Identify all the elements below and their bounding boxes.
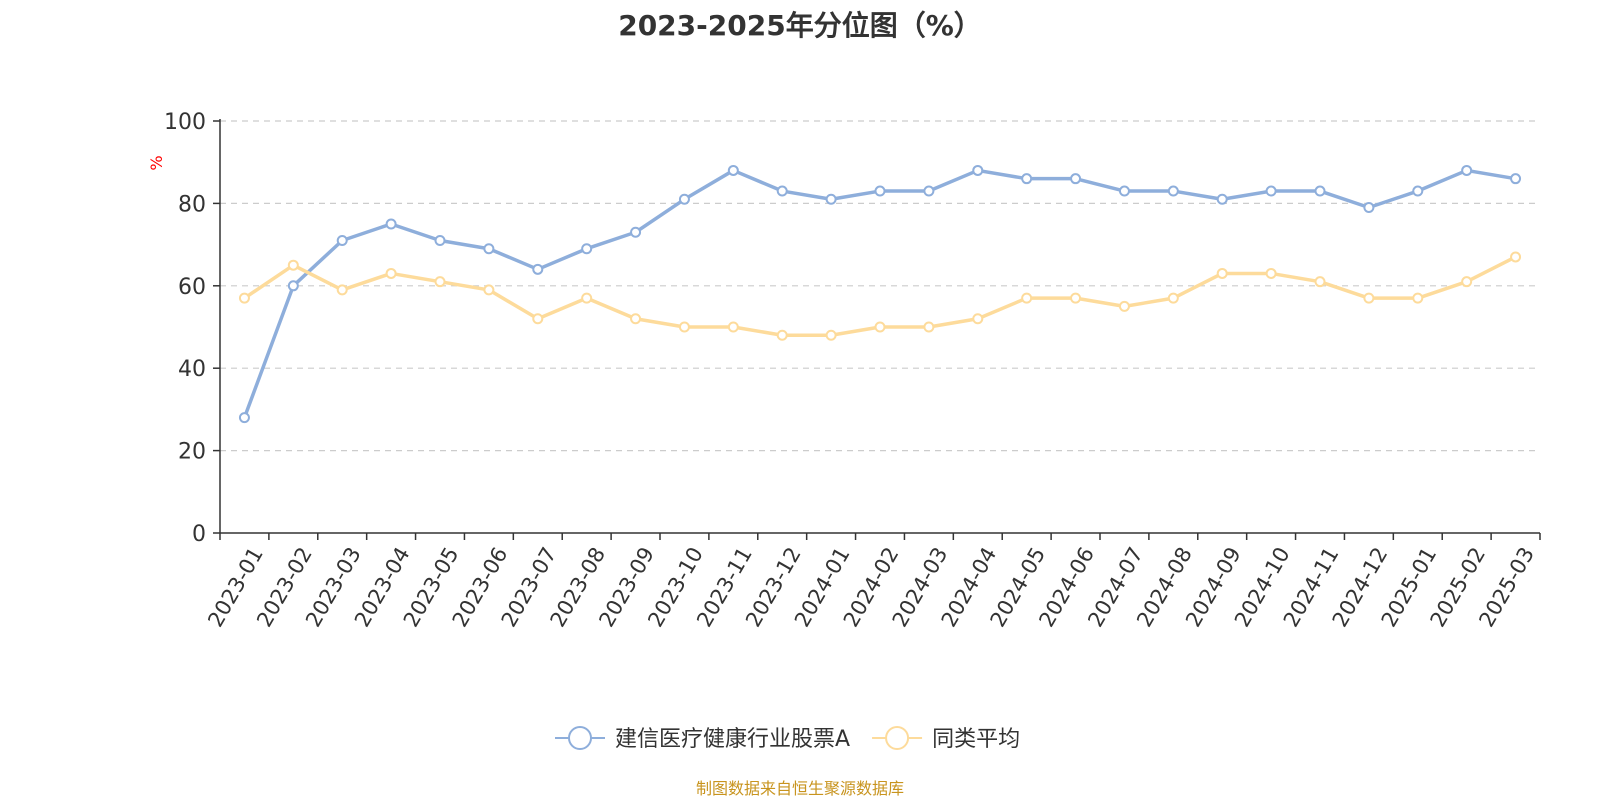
data-point[interactable] [532,263,544,275]
data-point[interactable] [1118,300,1130,312]
data-point[interactable] [1461,276,1473,288]
legend-swatch-marker [568,726,592,750]
data-point[interactable] [287,280,299,292]
data-point[interactable] [434,234,446,246]
data-point[interactable] [483,284,495,296]
data-point[interactable] [678,193,690,205]
data-point[interactable] [336,284,348,296]
y-tick-label: 40 [178,357,206,382]
data-point[interactable] [483,243,495,255]
data-point[interactable] [1021,173,1033,185]
data-point[interactable] [1363,292,1375,304]
legend[interactable]: 建信医疗健康行业股票A 同类平均 [555,726,1020,752]
grid-lines [220,120,1540,452]
legend-label: 同类平均 [932,727,1020,752]
legend-swatch-marker [885,726,910,750]
data-point[interactable] [385,267,397,279]
data-point[interactable] [1461,164,1473,176]
data-point[interactable] [1167,185,1179,197]
series-line [242,168,1516,419]
data-point[interactable] [727,164,739,176]
data-point[interactable] [385,218,397,230]
data-point[interactable] [1070,173,1082,185]
data-point[interactable] [1167,292,1179,304]
data-point[interactable] [1265,267,1277,279]
data-point[interactable] [1363,202,1375,214]
data-point[interactable] [1216,267,1228,279]
series-1 [238,164,1522,424]
data-point[interactable] [972,164,984,176]
data-point[interactable] [678,321,690,333]
y-tick-label: 80 [178,192,206,217]
data-point[interactable] [630,313,642,325]
chart-title: 2023-2025年分位图（%） [618,9,982,42]
data-point[interactable] [630,226,642,238]
data-point[interactable] [1510,173,1522,185]
data-point[interactable] [1265,185,1277,197]
data-point[interactable] [874,185,886,197]
data-point[interactable] [1314,276,1326,288]
source-note: 制图数据来自恒生聚源数据库 [695,779,904,798]
data-point[interactable] [874,321,886,333]
series-layer [238,164,1522,424]
data-point[interactable] [1118,185,1130,197]
series-2 [238,251,1522,341]
data-point[interactable] [581,292,593,304]
y-tick-label: 0 [192,522,206,547]
data-point[interactable] [532,313,544,325]
y-tick-label: 100 [164,110,206,135]
data-point[interactable] [336,234,348,246]
data-point[interactable] [1070,292,1082,304]
data-point[interactable] [238,412,250,424]
data-point[interactable] [1412,292,1424,304]
data-point[interactable] [1314,185,1326,197]
data-point[interactable] [972,313,984,325]
data-point[interactable] [776,185,788,197]
data-point[interactable] [1216,193,1228,205]
data-point[interactable] [776,329,788,341]
data-point[interactable] [287,259,299,271]
data-point[interactable] [1021,292,1033,304]
data-point[interactable] [923,185,935,197]
data-point[interactable] [581,243,593,255]
data-point[interactable] [727,321,739,333]
data-point[interactable] [825,329,837,341]
axes: 0204060801002023-012023-022023-032023-04… [164,110,1541,631]
y-axis-label: % [147,155,166,170]
data-point[interactable] [825,193,837,205]
data-point[interactable] [1510,251,1522,263]
y-tick-label: 60 [178,275,206,300]
legend-item-2[interactable]: 同类平均 [872,726,1020,752]
data-point[interactable] [434,276,446,288]
legend-label: 建信医疗健康行业股票A [615,727,850,752]
data-point[interactable] [238,292,250,304]
data-point[interactable] [1412,185,1424,197]
y-tick-label: 20 [178,440,206,465]
legend-item-1[interactable]: 建信医疗健康行业股票A [555,726,850,752]
data-point[interactable] [923,321,935,333]
